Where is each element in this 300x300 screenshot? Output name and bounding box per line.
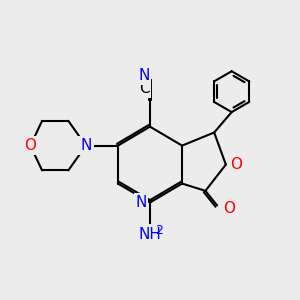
Text: N: N: [135, 195, 146, 210]
Text: N: N: [80, 138, 92, 153]
Text: O: O: [223, 201, 235, 216]
Text: N: N: [138, 68, 149, 83]
Text: 2: 2: [155, 224, 163, 237]
Text: C: C: [139, 81, 149, 96]
Text: O: O: [24, 138, 36, 153]
Text: O: O: [230, 157, 242, 172]
Text: NH: NH: [139, 227, 161, 242]
